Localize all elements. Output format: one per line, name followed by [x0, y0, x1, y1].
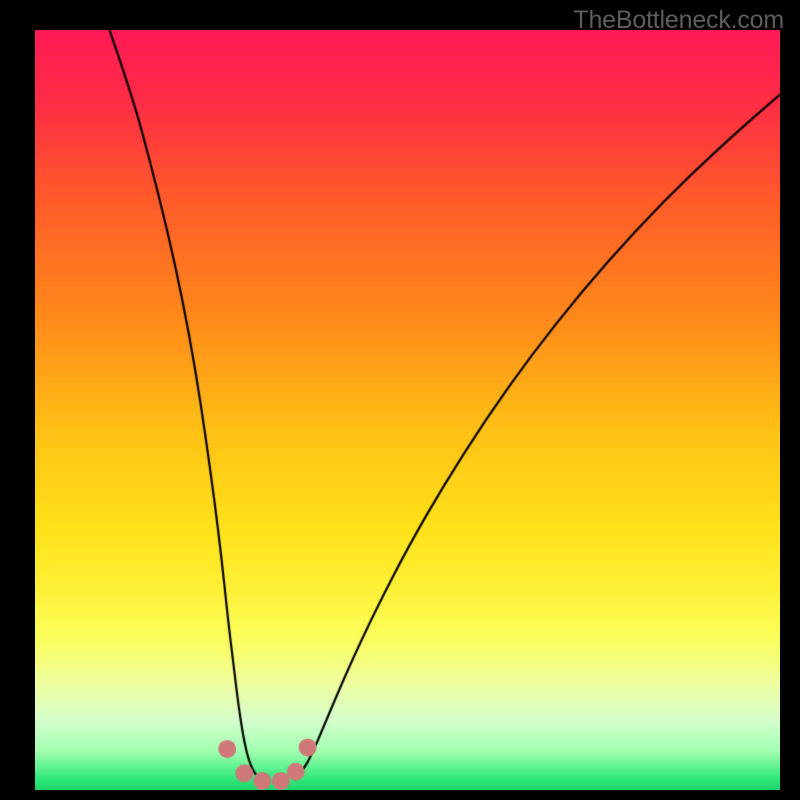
plot-area	[35, 30, 780, 790]
watermark-text: TheBottleneck.com	[573, 6, 784, 35]
bottleneck-curves	[35, 30, 780, 790]
chart-frame: TheBottleneck.com	[0, 0, 800, 800]
